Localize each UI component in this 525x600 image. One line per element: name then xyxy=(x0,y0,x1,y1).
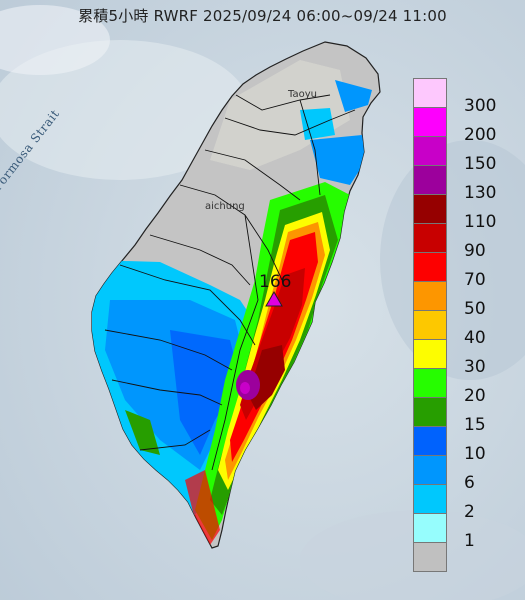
legend-swatch xyxy=(413,397,447,427)
max-rainfall-value: 166 xyxy=(259,272,292,292)
legend-label: 110 xyxy=(464,212,497,232)
legend-swatch xyxy=(413,281,447,311)
legend-swatch xyxy=(413,484,447,514)
max-rainfall-triangle-icon xyxy=(265,290,283,307)
legend-swatch xyxy=(413,455,447,485)
rain-150mm xyxy=(240,382,250,394)
legend-swatch xyxy=(413,339,447,369)
legend-swatch xyxy=(413,310,447,340)
legend-label: 130 xyxy=(464,183,497,203)
legend-swatch xyxy=(413,426,447,456)
rain-6mm xyxy=(335,80,372,112)
cloud-area xyxy=(0,40,250,180)
legend-swatch xyxy=(413,194,447,224)
rain-15mm xyxy=(125,410,160,455)
legend-label: 90 xyxy=(464,241,486,261)
label-taichung: aichung xyxy=(205,201,245,212)
legend-label: 6 xyxy=(464,473,475,493)
legend-swatch xyxy=(413,368,447,398)
legend-label: 70 xyxy=(464,270,486,290)
legend-swatch xyxy=(413,542,447,572)
cloud-area xyxy=(300,510,525,600)
rainfall-overlay xyxy=(92,60,372,545)
legend-label: 150 xyxy=(464,154,497,174)
legend-label: 40 xyxy=(464,328,486,348)
legend-label: 10 xyxy=(464,444,486,464)
legend-swatch xyxy=(413,223,447,253)
legend-label: 2 xyxy=(464,502,475,522)
rain-2mm xyxy=(300,108,335,140)
rain-70mm xyxy=(185,470,220,545)
terrain-shade xyxy=(210,60,350,170)
rain-6mm xyxy=(310,135,366,185)
legend-label: 200 xyxy=(464,125,497,145)
legend-swatch xyxy=(413,513,447,543)
legend-label: 1 xyxy=(464,531,475,551)
legend-label: 300 xyxy=(464,96,497,116)
legend-swatch xyxy=(413,252,447,282)
cloud-area xyxy=(0,5,110,75)
legend-label: 15 xyxy=(464,415,486,435)
map-title: 累積5小時 RWRF 2025/09/24 06:00~09/24 11:00 xyxy=(78,7,447,25)
label-taoyuan: Taoyu xyxy=(288,89,317,100)
county-boundaries xyxy=(104,94,356,471)
legend-label: 50 xyxy=(464,299,486,319)
rain-10mm xyxy=(170,330,240,455)
legend: 300 200 150 130 110 90 70 50 40 30 20 15 10 6 2 1 xyxy=(413,78,523,572)
legend-swatch xyxy=(413,136,447,166)
legend-label: 30 xyxy=(464,357,486,377)
legend-swatch xyxy=(413,165,447,195)
legend-swatch xyxy=(413,107,447,137)
legend-label: 20 xyxy=(464,386,486,406)
legend-swatch xyxy=(413,78,447,108)
